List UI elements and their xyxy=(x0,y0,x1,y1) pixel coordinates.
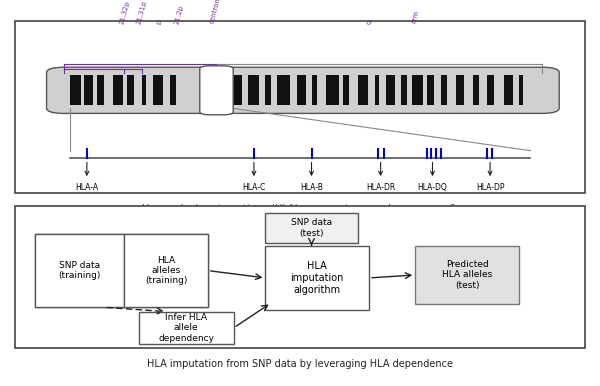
Text: centromere: centromere xyxy=(208,0,224,25)
FancyBboxPatch shape xyxy=(200,66,233,115)
Bar xyxy=(113,75,123,105)
Text: q: q xyxy=(365,19,373,25)
FancyBboxPatch shape xyxy=(47,67,559,113)
Text: Predicted
HLA alleles
(test): Predicted HLA alleles (test) xyxy=(442,260,492,290)
Bar xyxy=(386,75,395,105)
Bar xyxy=(170,75,176,105)
Bar xyxy=(326,75,338,105)
Text: HLA-DP: HLA-DP xyxy=(476,183,505,192)
FancyBboxPatch shape xyxy=(35,234,124,307)
Bar xyxy=(228,75,242,105)
Bar xyxy=(84,75,93,105)
Bar xyxy=(487,75,494,105)
Text: SNP data
(test): SNP data (test) xyxy=(291,218,332,238)
Bar xyxy=(265,75,271,105)
Bar xyxy=(412,75,422,105)
FancyBboxPatch shape xyxy=(139,312,234,344)
FancyBboxPatch shape xyxy=(265,213,358,243)
FancyBboxPatch shape xyxy=(15,21,585,193)
Bar xyxy=(519,75,523,105)
Text: HLA-C: HLA-C xyxy=(242,183,266,192)
Text: HLA
alleles
(training): HLA alleles (training) xyxy=(145,256,187,286)
Bar xyxy=(97,75,104,105)
Bar xyxy=(427,75,434,105)
Text: HLA imputation from SNP data by leveraging HLA dependence: HLA imputation from SNP data by leveragi… xyxy=(147,359,453,369)
Text: Human leukocyte antigen (HLA) gene system on chromosome 6.: Human leukocyte antigen (HLA) gene syste… xyxy=(142,204,458,214)
Bar xyxy=(505,75,513,105)
FancyBboxPatch shape xyxy=(15,206,585,348)
Text: HLA-DQ: HLA-DQ xyxy=(418,183,448,192)
Bar xyxy=(358,75,368,105)
Bar xyxy=(311,75,317,105)
FancyBboxPatch shape xyxy=(124,234,208,307)
Bar xyxy=(277,75,290,105)
Text: HLA-B: HLA-B xyxy=(300,183,323,192)
Bar xyxy=(153,75,163,105)
FancyBboxPatch shape xyxy=(415,245,519,304)
FancyBboxPatch shape xyxy=(265,245,369,310)
Text: 21.32p: 21.32p xyxy=(118,0,130,25)
Bar xyxy=(142,75,146,105)
Text: Infer HLA
allele
dependency: Infer HLA allele dependency xyxy=(158,313,214,343)
Bar xyxy=(473,75,479,105)
Bar xyxy=(70,75,81,105)
Bar xyxy=(127,75,134,105)
Text: p: p xyxy=(155,19,163,25)
Text: 21.2p: 21.2p xyxy=(173,4,185,25)
Text: HLA-A: HLA-A xyxy=(76,183,98,192)
Bar xyxy=(441,75,447,105)
Text: arm: arm xyxy=(410,10,420,25)
FancyBboxPatch shape xyxy=(35,234,208,307)
Text: HLA-DR: HLA-DR xyxy=(366,183,395,192)
Bar xyxy=(375,75,379,105)
Bar xyxy=(343,75,349,105)
Bar xyxy=(401,75,407,105)
Text: HLA
imputation
algorithm: HLA imputation algorithm xyxy=(290,261,344,295)
Text: SNP data
(training): SNP data (training) xyxy=(58,261,101,280)
Bar xyxy=(297,75,306,105)
Text: 21.31p: 21.31p xyxy=(136,0,148,25)
Bar xyxy=(455,75,464,105)
Bar xyxy=(248,75,259,105)
